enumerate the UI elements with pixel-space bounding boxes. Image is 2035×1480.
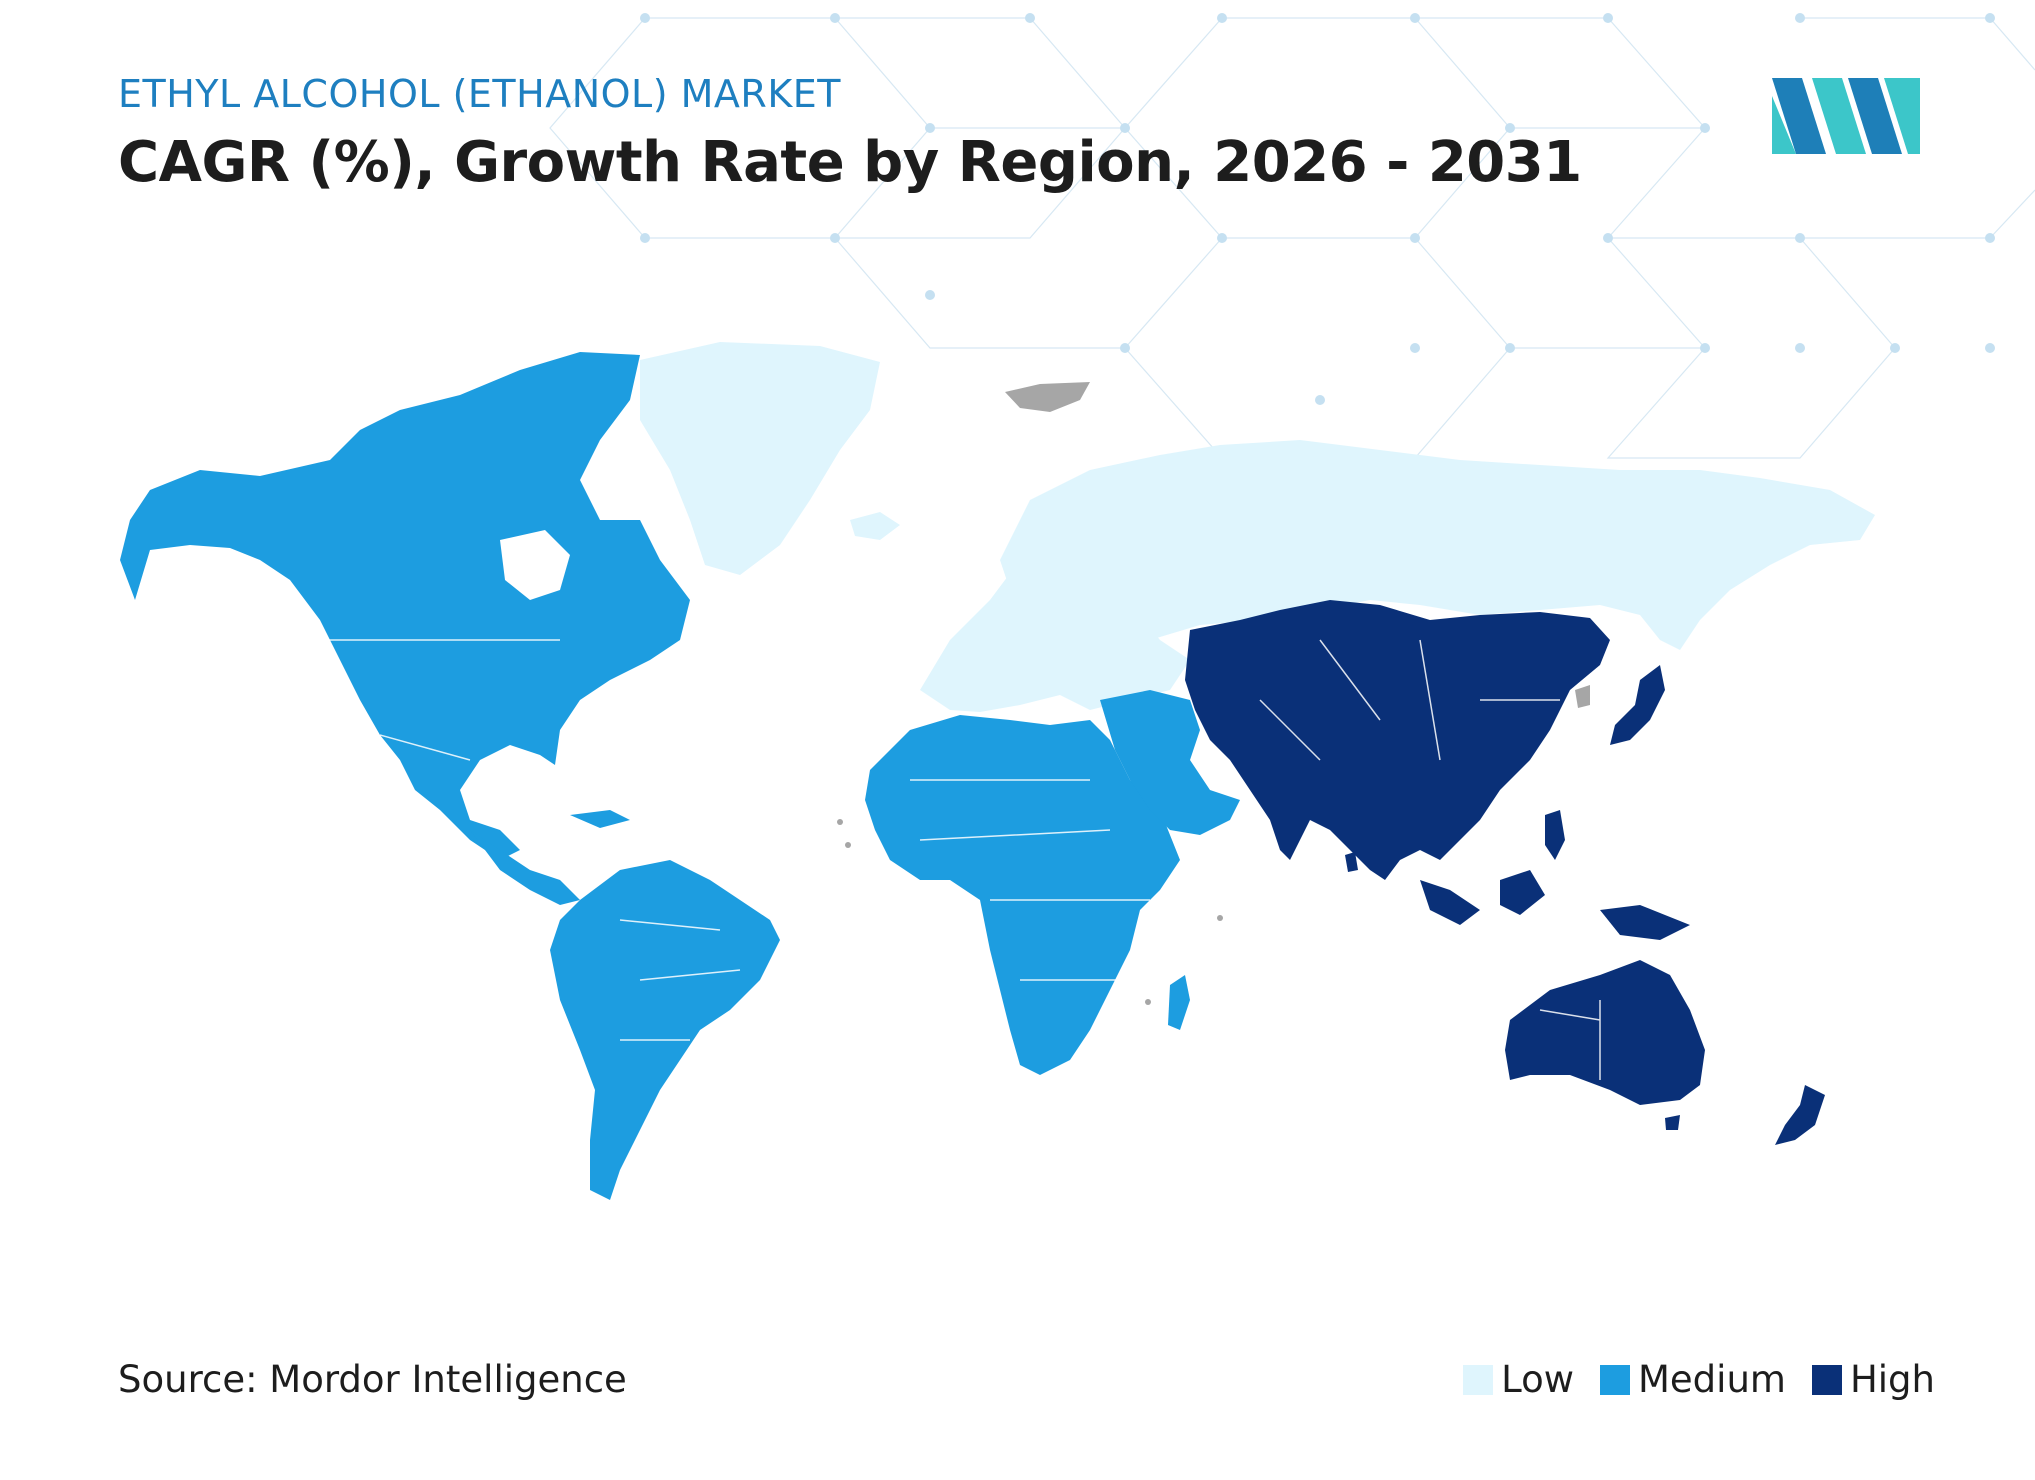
legend-label-medium: Medium (1638, 1358, 1786, 1401)
legend: Low Medium High (1437, 1358, 1935, 1401)
region-africa[interactable] (865, 715, 1180, 1075)
hudson-bay (500, 530, 570, 600)
region-madagascar[interactable] (1168, 975, 1190, 1030)
source-note: Source: Mordor Intelligence (118, 1358, 627, 1401)
region-greenland[interactable] (640, 342, 880, 575)
region-borneo[interactable] (1500, 870, 1545, 915)
region-russia[interactable] (1000, 440, 1875, 660)
region-philippines[interactable] (1545, 810, 1565, 860)
legend-item-low: Low (1463, 1358, 1574, 1401)
legend-item-high: High (1811, 1358, 1935, 1401)
region-middle-east[interactable] (1100, 690, 1240, 835)
island-no-data (1145, 999, 1151, 1005)
chart-title: CAGR (%), Growth Rate by Region, 2026 - … (118, 130, 1582, 195)
region-papua[interactable] (1600, 905, 1690, 940)
legend-label-low: Low (1501, 1358, 1574, 1401)
region-caribbean[interactable] (570, 810, 630, 828)
region-north-america[interactable] (120, 352, 690, 860)
legend-swatch-medium (1600, 1364, 1630, 1395)
island-no-data (845, 842, 851, 848)
island-no-data (837, 819, 843, 825)
region-central-america[interactable] (470, 830, 580, 905)
region-new-zealand[interactable] (1775, 1085, 1825, 1145)
region-asia-pacific[interactable] (1185, 600, 1610, 880)
mordor-logo-icon (1772, 78, 1920, 154)
region-sri-lanka[interactable] (1345, 852, 1358, 872)
region-south-america[interactable] (550, 860, 780, 1200)
region-japan[interactable] (1610, 665, 1665, 745)
header: ETHYL ALCOHOL (ETHANOL) MARKET CAGR (%),… (118, 72, 1582, 195)
region-iceland[interactable] (850, 512, 900, 540)
legend-swatch-low (1463, 1364, 1494, 1395)
region-svalbard (1005, 382, 1090, 412)
legend-swatch-high (1811, 1364, 1842, 1395)
report-subtitle: ETHYL ALCOHOL (ETHANOL) MARKET (118, 72, 841, 116)
legend-label-high: High (1849, 1358, 1935, 1401)
legend-item-medium: Medium (1600, 1358, 1786, 1401)
region-tasmania[interactable] (1665, 1115, 1680, 1130)
region-north-korea (1575, 685, 1590, 708)
island-no-data (1217, 915, 1223, 921)
region-europe[interactable] (920, 520, 1190, 712)
region-australia[interactable] (1505, 960, 1705, 1105)
region-indonesia[interactable] (1420, 880, 1480, 925)
